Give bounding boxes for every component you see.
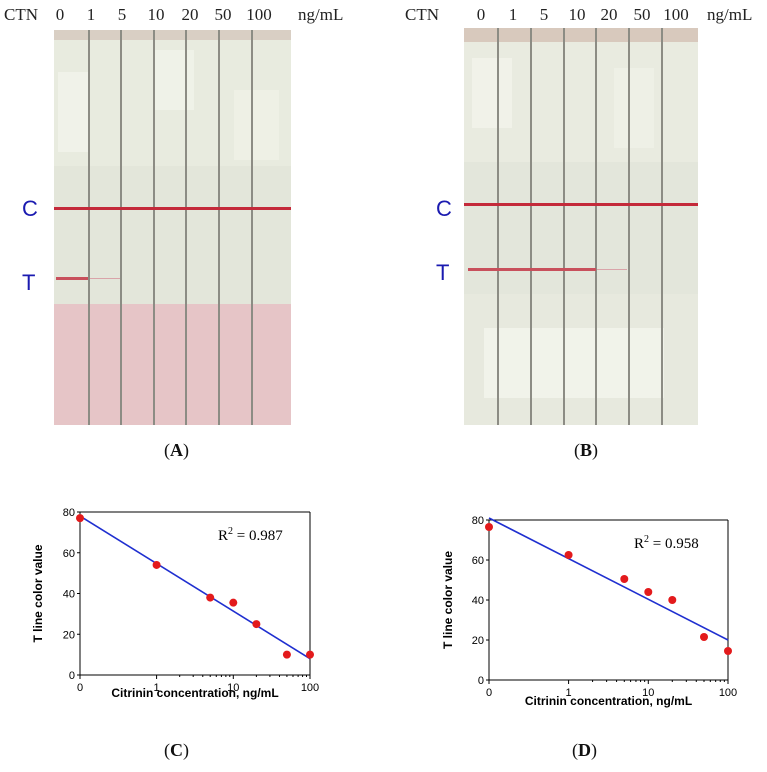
chart-d-x-tick-label: 100 (719, 687, 737, 699)
panel-a-control-line (54, 207, 291, 210)
panel-a-test-line (56, 277, 88, 280)
panel-a-conc-10: 10 (147, 5, 165, 24)
panel-b-unit-label: ng/mL (707, 5, 753, 24)
chart-d-data-point (724, 647, 732, 655)
chart-d-data-point (620, 575, 629, 583)
chart-d-y-tick-label: 60 (472, 555, 484, 567)
panel-a-conc-5: 5 (117, 5, 127, 24)
chart-c-data-point (206, 593, 215, 602)
chart-c-y-tick-label: 40 (63, 589, 75, 601)
chart-d-fit-line (488, 517, 729, 641)
chart-c-y-tick-label: 0 (69, 670, 75, 682)
chart-d-x-label: Citrinin concentration, ng/mL (525, 694, 692, 708)
panel-a-conc-20: 20 (181, 5, 199, 24)
chart-c-x-tick-label: 10 (227, 682, 239, 694)
panel-a-label: (A) (164, 440, 189, 460)
chart-d-data-point (644, 588, 653, 596)
chart-d-data-point (564, 551, 573, 559)
chart-c-data-point (282, 650, 291, 659)
panel-b-conc-20: 20 (600, 5, 618, 24)
panel-a-conc-50: 50 (214, 5, 232, 24)
panel-b-conc-0: 0 (476, 5, 486, 24)
panel-b-conc-5: 5 (539, 5, 549, 24)
chart-d-data-point (485, 523, 493, 531)
chart-d-data-point (668, 596, 677, 604)
panel-d-label: (D) (572, 740, 597, 760)
chart-d-y-tick-label: 20 (472, 635, 484, 647)
chart-d-x-tick-label: 0 (486, 687, 492, 699)
panel-a-strip-photo (54, 30, 291, 425)
panel-a-conc-100: 100 (246, 5, 272, 24)
panel-b-ctn-label: CTN (405, 5, 439, 24)
panel-b-conc-10: 10 (568, 5, 586, 24)
panel-b-conc-50: 50 (633, 5, 651, 24)
panel-b-c-label: C (436, 196, 452, 221)
chart-c-data-point (152, 560, 161, 569)
chart-c-data-point (76, 514, 84, 523)
chart-c: 0 20 40 60 80 0 1 10 100 Citrinin concentration, … (31, 507, 319, 700)
chart-c-r2-annotation: R2 = 0.987 (218, 526, 283, 544)
panel-b-conc-100: 100 (663, 5, 689, 24)
chart-c-y-tick-label: 80 (63, 507, 75, 519)
chart-d-x-tick-label: 1 (566, 687, 572, 699)
panel-a-ctn-label: CTN (4, 5, 38, 24)
panel-b-conc-1: 1 (508, 5, 518, 24)
chart-d-y-label: T line color value (441, 551, 455, 649)
chart-c-x-tick-label: 0 (77, 682, 83, 694)
chart-c-data-point (252, 620, 261, 629)
chart-c-plot: 0 20 40 60 80 0 1 10 100 Citrinin concentration, … (31, 507, 319, 700)
panel-b-control-line (464, 203, 698, 206)
chart-c-x-label: Citrinin concentration, ng/mL (111, 686, 278, 700)
chart-c-data-point (229, 598, 238, 607)
chart-c-fit-line (79, 515, 311, 660)
chart-c-x-tick-label: 1 (154, 682, 160, 694)
chart-c-y-tick-label: 20 (63, 629, 75, 641)
chart-d-y-tick-label: 40 (472, 595, 484, 607)
panel-a-conc-1: 1 (86, 5, 96, 24)
chart-d-plot: 0 20 40 60 80 0 1 10 100 Citrinin concentration, … (441, 515, 737, 708)
panel-b-test-line (468, 268, 596, 271)
panel-b-t-label: T (436, 260, 450, 285)
panel-a-unit-label: ng/mL (298, 5, 344, 24)
panel-c-label: (C) (164, 740, 189, 760)
panel-a-conc-0: 0 (55, 5, 65, 24)
chart-d-r2-annotation: R2 = 0.958 (634, 534, 699, 552)
panel-a-t-label: T (22, 270, 36, 295)
panel-a-c-label: C (22, 196, 38, 221)
chart-c-y-tick-label: 60 (63, 548, 75, 560)
chart-c-x-tick-label: 100 (301, 682, 319, 694)
chart-d: 0 20 40 60 80 0 1 10 100 Citrinin concentration, … (441, 515, 737, 708)
chart-d-data-point (700, 633, 709, 641)
panel-b-label: (B) (574, 440, 599, 460)
panel-b-strip-photo (464, 28, 698, 425)
chart-d-x-tick-label: 10 (642, 687, 654, 699)
chart-c-y-label: T line color value (31, 544, 45, 642)
chart-d-y-tick-label: 0 (478, 675, 484, 687)
chart-d-y-tick-label: 80 (472, 515, 484, 527)
chart-c-data-point (306, 650, 314, 659)
